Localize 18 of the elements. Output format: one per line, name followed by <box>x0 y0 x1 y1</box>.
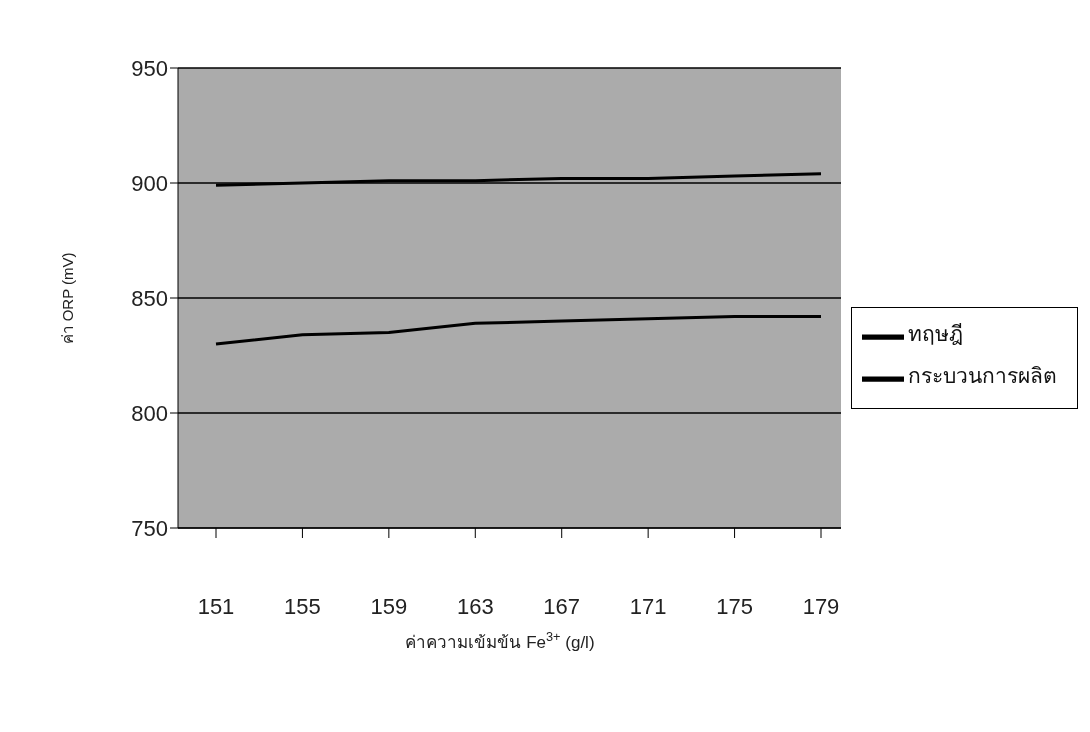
x-tick-label: 167 <box>543 593 581 619</box>
x-tick-label: 155 <box>284 593 321 619</box>
y-tick-label: 850 <box>131 285 168 311</box>
x-tick-label: 151 <box>197 593 235 619</box>
y-tick-label: 750 <box>131 515 168 541</box>
x-tick-label: 179 <box>802 593 840 619</box>
line-series <box>214 314 823 346</box>
y-tick-label: 800 <box>131 400 168 426</box>
y-tick-label: 900 <box>131 170 168 196</box>
x-tick-label: 159 <box>370 593 408 619</box>
x-axis-title: ค่าความเข้มข้น Fe$^{3+}$ (g/l) <box>405 628 595 652</box>
x-tick-label: 175 <box>716 593 753 619</box>
x-tick-label: 163 <box>456 593 494 619</box>
legend-label: ทฤษฎี <box>908 322 963 346</box>
x-tick-label: 171 <box>629 593 667 619</box>
y-tick-label: 950 <box>131 55 168 81</box>
y-axis-title: ค่า ORP (mV) <box>59 252 77 344</box>
legend-label: กระบวนการผลิต <box>908 364 1057 388</box>
